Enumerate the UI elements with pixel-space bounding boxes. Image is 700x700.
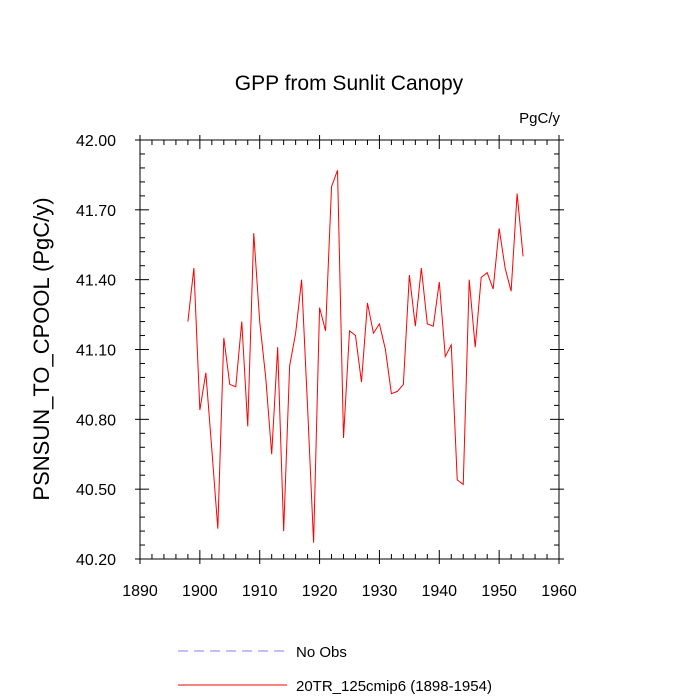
y-tick-label: 41.10: [76, 343, 116, 360]
chart-title: GPP from Sunlit Canopy: [235, 72, 464, 95]
axis-ticks: [135, 135, 564, 564]
plot-frame: [139, 139, 560, 560]
x-tick-label: 1920: [302, 583, 338, 600]
x-tick-label: 1940: [421, 583, 457, 600]
series-layer: [187, 170, 524, 543]
y-tick-label: 40.20: [76, 552, 116, 569]
x-tick-label: 1910: [242, 583, 278, 600]
legend-label-1: 20TR_125cmip6 (1898-1954): [296, 678, 492, 695]
x-tick-label: 1890: [122, 583, 158, 600]
y-tick-label: 41.70: [76, 203, 116, 220]
y-tick-label: 40.80: [76, 412, 116, 429]
y-tick-label: 42.00: [76, 133, 116, 150]
y-tick-label: 40.50: [76, 482, 116, 499]
tick-labels: 1890 1900 1910 1920 1930 1940 1950 1960 40.20 40.…: [76, 133, 577, 600]
legend-label-0: No Obs: [296, 644, 347, 661]
x-tick-label: 1900: [182, 583, 218, 600]
y-tick-label: 41.40: [76, 273, 116, 290]
x-tick-label: 1960: [541, 583, 577, 600]
legend: No Obs 20TR_125cmip6 (1898-1954): [178, 644, 492, 695]
series-line-1: [187, 170, 524, 543]
x-tick-label: 1950: [481, 583, 517, 600]
x-tick-label: 1930: [362, 583, 398, 600]
units-label: PgC/y: [519, 110, 560, 127]
y-axis-label: PSNSUN_TO_CPOOL (PgC/y): [29, 197, 54, 500]
